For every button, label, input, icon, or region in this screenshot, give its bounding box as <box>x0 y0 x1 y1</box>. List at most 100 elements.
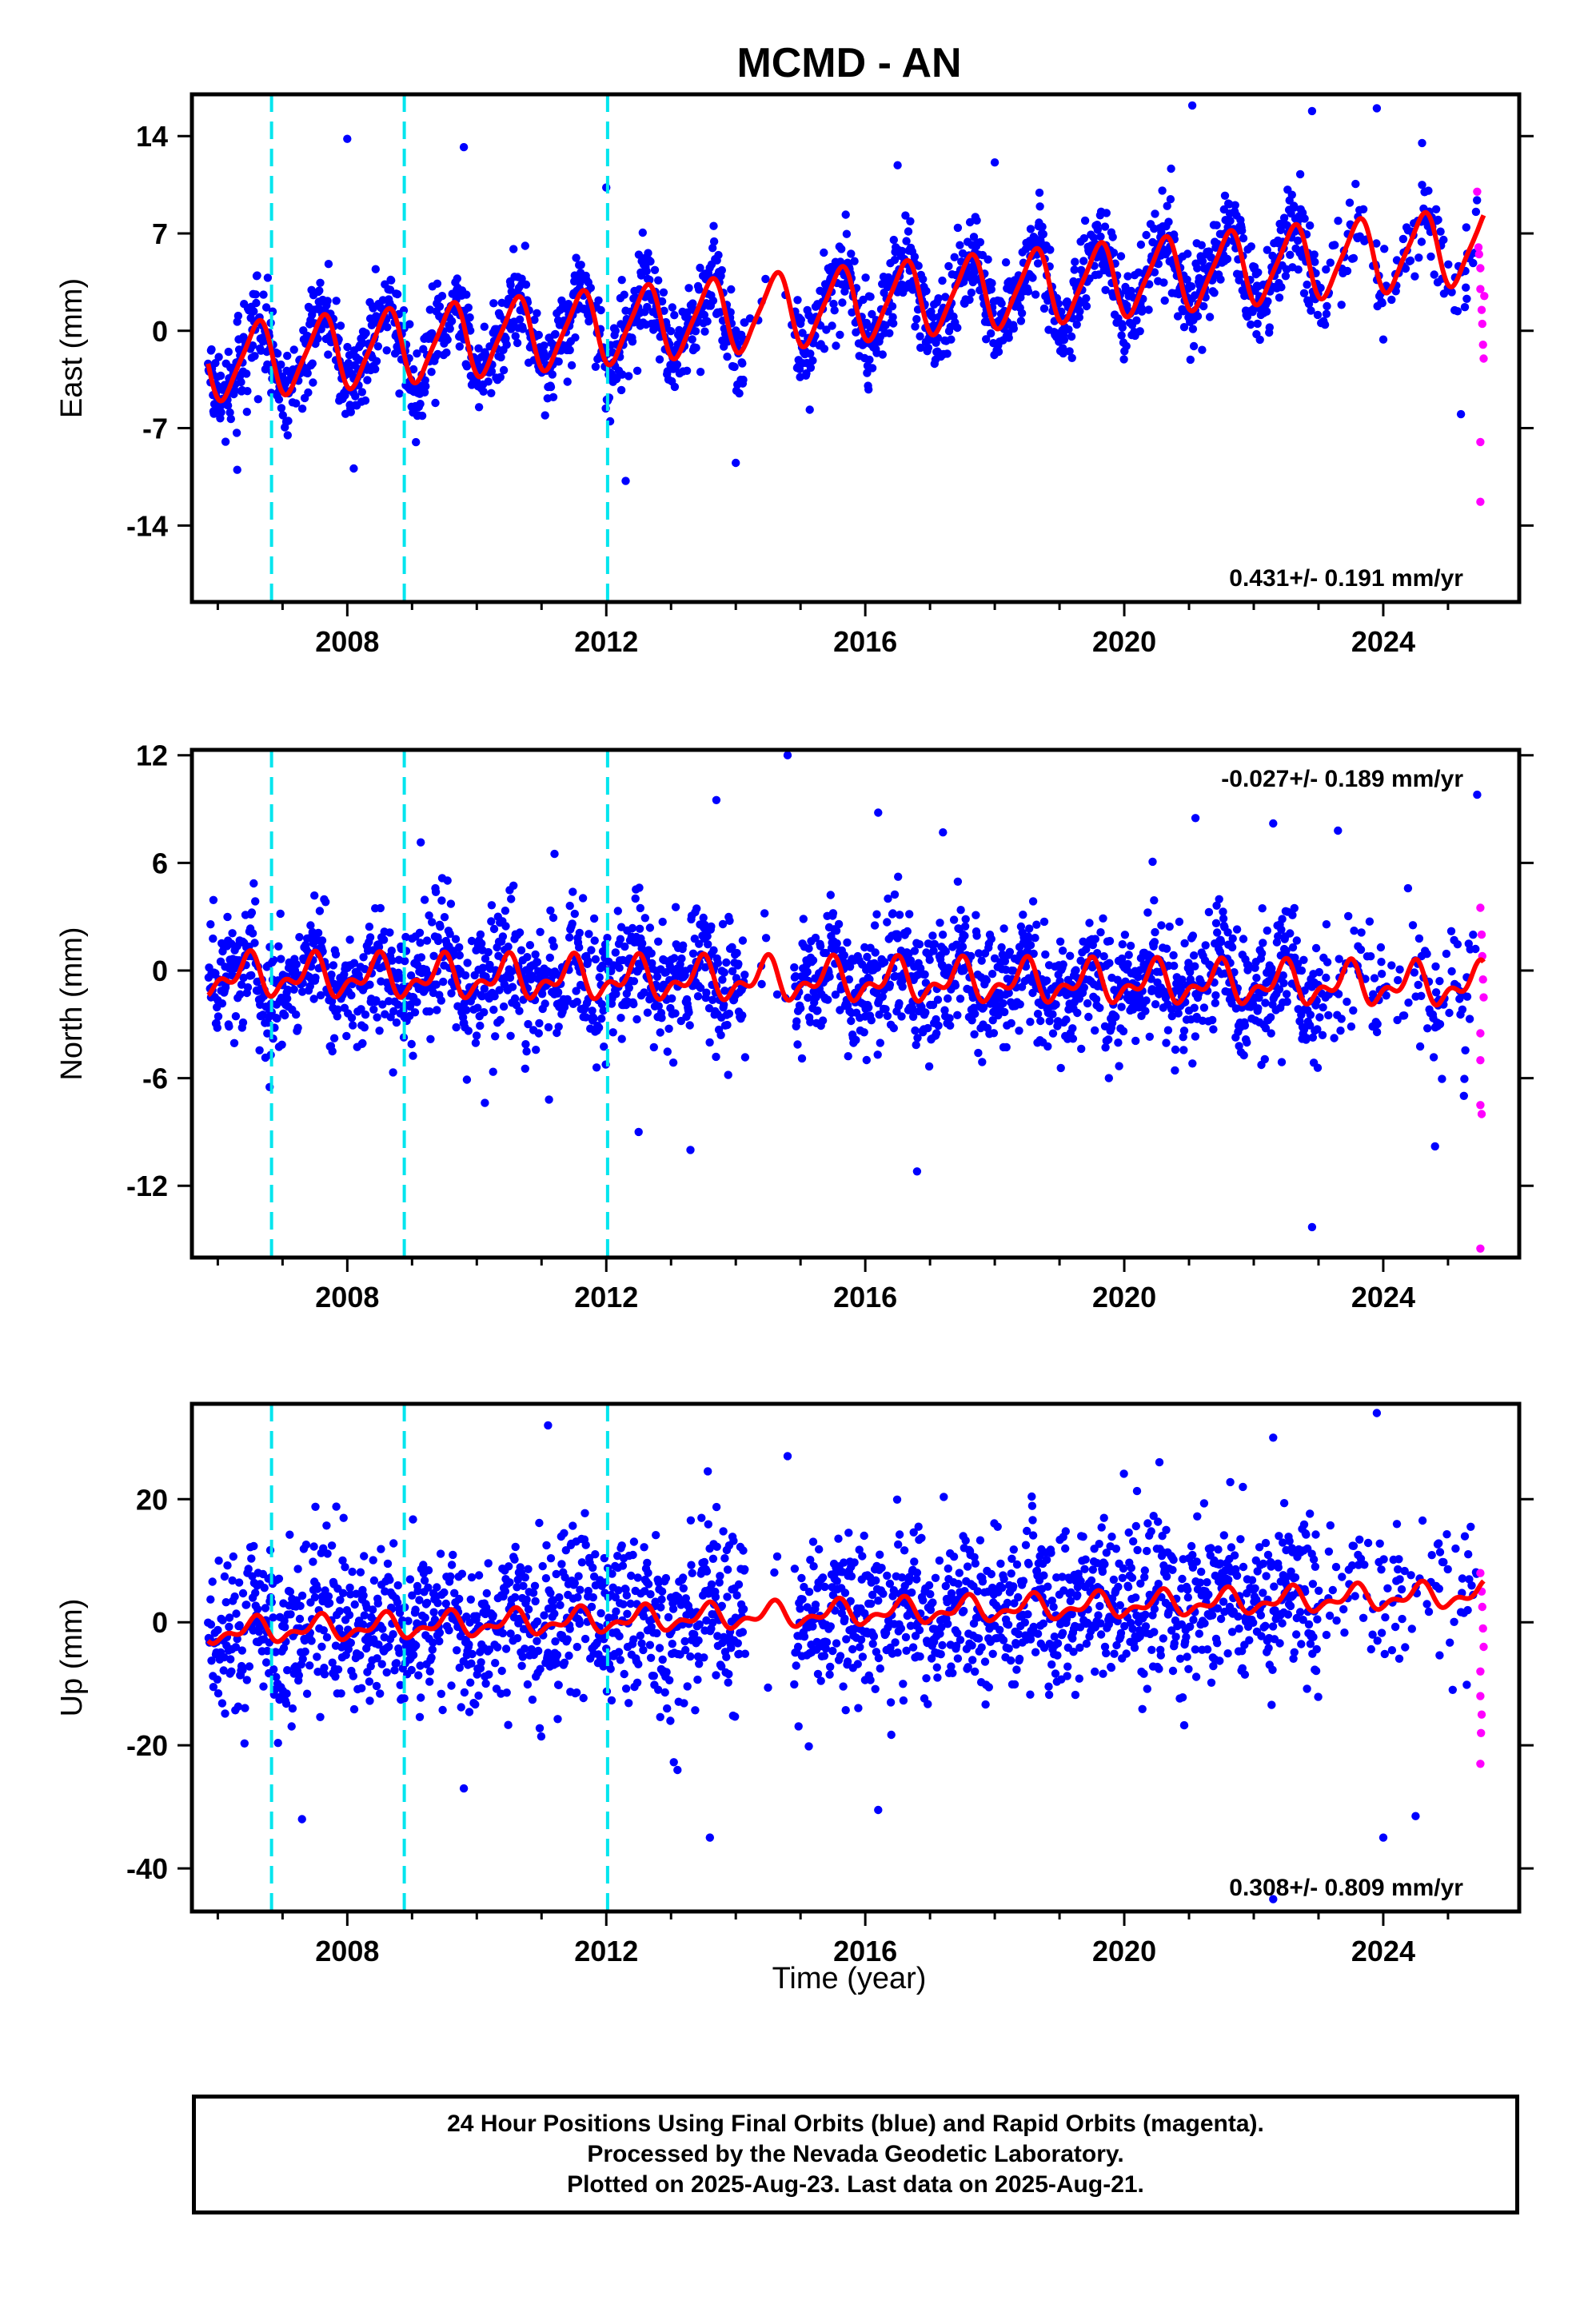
data-point <box>416 400 424 408</box>
data-point <box>1175 918 1183 926</box>
data-point <box>374 342 382 350</box>
data-point <box>1003 1043 1011 1051</box>
data-point <box>444 336 452 344</box>
data-point <box>920 971 928 979</box>
data-point <box>710 237 718 245</box>
data-point <box>321 1670 329 1678</box>
data-point <box>612 948 620 956</box>
data-point <box>956 995 964 1003</box>
data-point <box>385 928 393 936</box>
rapid-orbit-points-north <box>1476 903 1488 1253</box>
data-point <box>1041 951 1049 959</box>
data-point <box>316 1713 324 1721</box>
data-point <box>463 1075 471 1083</box>
data-point <box>241 1704 249 1712</box>
data-point <box>309 1557 317 1565</box>
data-point <box>1114 1038 1122 1046</box>
data-point <box>864 385 872 393</box>
data-point <box>569 919 577 927</box>
data-point <box>549 370 557 378</box>
outlier-point <box>874 808 882 816</box>
x-tick-label: 2020 <box>1092 1281 1156 1313</box>
data-point <box>651 266 659 274</box>
data-point <box>1432 988 1440 996</box>
data-point <box>840 951 848 959</box>
data-point <box>793 1040 801 1048</box>
data-point <box>288 1722 296 1730</box>
data-point <box>1010 325 1018 333</box>
data-point <box>421 1613 429 1621</box>
data-point <box>928 931 936 939</box>
data-point <box>243 387 251 395</box>
data-point <box>1190 951 1198 959</box>
data-point <box>284 431 292 439</box>
data-point <box>850 257 858 265</box>
data-point <box>714 251 722 259</box>
data-point <box>761 275 769 283</box>
data-point <box>473 1031 481 1039</box>
data-point <box>332 951 340 959</box>
data-point <box>275 396 283 404</box>
data-point <box>1024 287 1032 295</box>
data-point <box>1095 1004 1103 1012</box>
rapid-point <box>1476 903 1484 911</box>
data-point <box>1219 915 1227 923</box>
data-point <box>542 1541 550 1549</box>
data-point <box>547 383 555 391</box>
data-point <box>1158 186 1166 194</box>
data-point <box>393 1018 401 1026</box>
data-point <box>372 265 380 273</box>
data-point <box>447 899 455 907</box>
data-point <box>650 1043 658 1051</box>
data-point <box>615 964 623 972</box>
data-point <box>1430 270 1438 278</box>
data-point <box>1221 192 1229 200</box>
data-point <box>1162 1038 1170 1046</box>
data-point <box>465 304 473 312</box>
data-point <box>1314 311 1322 319</box>
data-point <box>668 995 676 1003</box>
data-point <box>341 1563 349 1571</box>
data-point <box>209 896 217 904</box>
data-point <box>1445 1009 1453 1017</box>
data-point <box>221 1709 229 1717</box>
data-point <box>295 1671 303 1679</box>
data-point <box>487 917 495 925</box>
data-point <box>911 1026 919 1034</box>
data-point <box>383 323 391 331</box>
data-point <box>452 935 460 943</box>
data-point <box>550 943 558 951</box>
data-point <box>412 1641 420 1649</box>
data-point <box>252 299 260 307</box>
data-point <box>796 1004 804 1012</box>
data-point <box>1394 976 1402 984</box>
data-point <box>648 949 656 957</box>
data-point <box>1400 1011 1408 1019</box>
data-point <box>421 895 429 903</box>
outlier-point <box>1191 814 1199 822</box>
data-point <box>829 909 837 917</box>
data-point <box>956 906 964 914</box>
data-point <box>249 307 257 315</box>
data-point <box>425 1677 433 1685</box>
data-point <box>429 1608 437 1616</box>
data-point <box>1259 904 1267 912</box>
data-point <box>1323 302 1331 310</box>
data-point <box>1454 307 1462 315</box>
data-point <box>539 1562 547 1570</box>
data-point <box>632 895 640 903</box>
data-point <box>363 376 371 384</box>
data-point <box>916 940 924 948</box>
data-point <box>590 915 598 923</box>
data-point <box>1119 324 1127 332</box>
data-point <box>725 917 733 925</box>
data-point <box>437 996 445 1004</box>
data-point <box>1031 290 1039 298</box>
data-point <box>1463 993 1471 1001</box>
y-tick-label: 14 <box>136 120 168 153</box>
data-point <box>1439 236 1447 244</box>
rapid-point <box>1480 292 1488 300</box>
data-point <box>1351 180 1359 188</box>
data-point <box>1256 336 1264 344</box>
